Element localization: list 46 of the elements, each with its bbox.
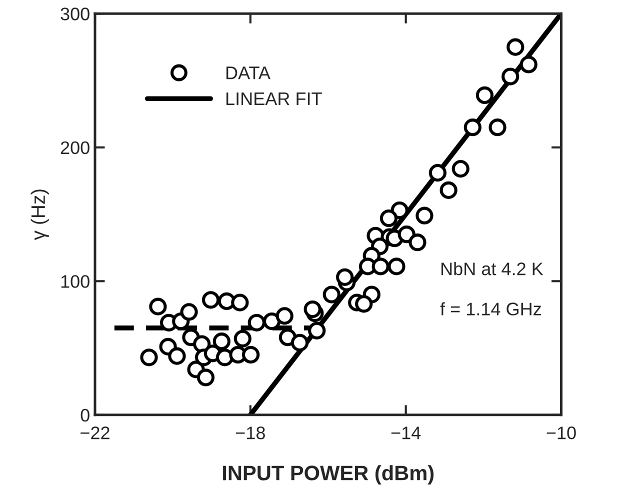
point <box>388 258 406 276</box>
point <box>464 118 482 136</box>
point <box>149 298 167 316</box>
point <box>408 234 426 252</box>
x-tick-label: −22 <box>80 426 110 440</box>
point <box>231 294 249 312</box>
point <box>140 348 158 366</box>
y-axis-title: γ (Hz) <box>30 190 49 240</box>
x-tick-label: −18 <box>236 426 265 440</box>
x-axis-title: INPUT POWER (dBm) <box>223 465 434 485</box>
point <box>304 300 322 318</box>
legend-label: LINEAR FIT <box>226 92 322 105</box>
annotation: NbN at 4.2 K <box>442 262 544 276</box>
point <box>180 303 198 321</box>
annotation: f = 1.14 GHz <box>440 302 541 316</box>
y-tick-label: 300 <box>60 8 90 20</box>
point <box>372 258 390 276</box>
point <box>506 38 524 56</box>
x-tick-label: −14 <box>391 426 421 440</box>
y-tick-label: 200 <box>60 141 90 154</box>
point <box>234 330 252 348</box>
x-tick-label: −10 <box>546 426 576 440</box>
point <box>452 160 470 178</box>
y-tick-label: 100 <box>61 275 90 288</box>
point <box>520 56 538 74</box>
point <box>440 181 458 200</box>
point <box>242 346 260 364</box>
point <box>476 86 494 104</box>
point <box>248 314 266 332</box>
point <box>322 286 340 304</box>
y-tick-label: 0 <box>80 408 90 422</box>
point <box>416 206 434 224</box>
point <box>355 295 373 313</box>
point <box>428 164 447 182</box>
point <box>276 307 294 325</box>
point <box>336 268 354 286</box>
point <box>308 322 326 340</box>
point <box>202 291 220 309</box>
point <box>380 209 398 228</box>
point <box>488 118 506 136</box>
point <box>212 332 230 350</box>
point <box>290 334 309 352</box>
point <box>502 68 520 86</box>
point <box>196 368 215 386</box>
legend-label: DATA <box>226 66 270 80</box>
point <box>168 347 186 365</box>
